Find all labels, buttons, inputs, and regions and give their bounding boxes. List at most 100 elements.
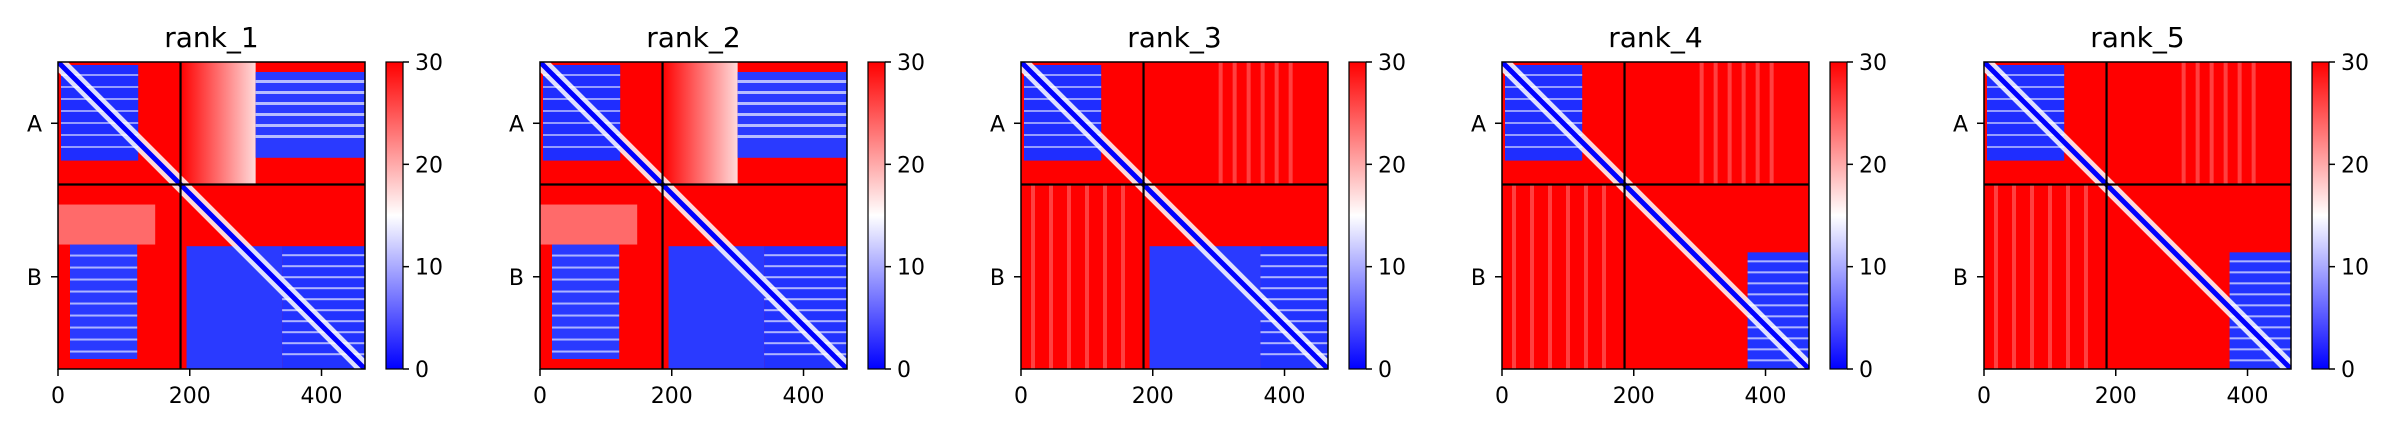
axes-frame [57, 61, 366, 370]
stripe [764, 298, 847, 301]
colorbar-tick-label: 10 [897, 256, 925, 281]
stripe [1260, 276, 1328, 279]
colorbar-tick-label: 30 [415, 51, 443, 76]
panel-rank_5: rank_5 0 200 400 A B 0 10 20 30 [1953, 21, 2369, 409]
colorbar-tick-label: 0 [1378, 358, 1392, 383]
stripe [1085, 184, 1089, 369]
stripe [1747, 293, 1809, 296]
stripe [552, 266, 620, 269]
chart-title: rank_2 [646, 21, 740, 54]
stripe [1024, 74, 1102, 76]
stripe [61, 146, 139, 148]
stripe [1505, 134, 1583, 136]
stripe [1741, 62, 1746, 185]
stripe [737, 113, 847, 116]
stripe [2066, 184, 2070, 369]
stripe [764, 254, 847, 257]
x-tick-label: 400 [1264, 384, 1306, 409]
stripe [2209, 62, 2214, 185]
stripe [1505, 122, 1583, 124]
x-tick-label: 400 [1745, 384, 1787, 409]
colorbar-tick-label: 10 [1859, 256, 1887, 281]
stripe [282, 254, 365, 257]
stripe [552, 350, 620, 353]
stripe [61, 86, 139, 88]
x-tick-label: 0 [1495, 384, 1509, 409]
x-tick-label: 0 [533, 384, 547, 409]
colorbar-tick-label: 30 [2341, 51, 2369, 76]
stripe [2229, 282, 2291, 285]
stripe [2048, 184, 2052, 369]
stripe [1548, 184, 1552, 369]
stripe [764, 353, 847, 356]
diagonal [1021, 62, 1328, 369]
block-ab-fade [180, 62, 256, 185]
diagonal [1984, 62, 2291, 369]
stripe [282, 353, 365, 356]
stripe [61, 122, 139, 124]
stripe [255, 124, 365, 127]
stripe [1747, 304, 1809, 307]
stripe [552, 314, 620, 317]
x-tick-label: 200 [651, 384, 693, 409]
stripe [2084, 184, 2088, 369]
block-ba [552, 244, 620, 359]
block-ba-fade [58, 204, 156, 245]
colorbar-tick-label: 30 [1859, 51, 1887, 76]
stripe [1602, 184, 1606, 369]
stripe [1530, 184, 1534, 369]
stripe [1232, 62, 1237, 185]
stripe [1274, 62, 1279, 185]
stripe [70, 314, 138, 317]
stripe [764, 309, 847, 312]
x-tick-label: 400 [301, 384, 343, 409]
stripe [1260, 62, 1265, 185]
colorbar-tick-label: 0 [415, 358, 429, 383]
stripe [255, 102, 365, 105]
stripe [1260, 309, 1328, 312]
stripe [1260, 320, 1328, 323]
stripe [737, 80, 847, 83]
stripe [1024, 86, 1102, 88]
x-tick-label: 200 [1613, 384, 1655, 409]
stripe [282, 309, 365, 312]
panel-rank_1: rank_1 0 200 400 A B 0 10 20 30 [27, 21, 443, 409]
chart-title: rank_5 [2090, 21, 2184, 54]
stripe [1994, 184, 1998, 369]
stripe [1747, 271, 1809, 274]
stripe [2012, 184, 2016, 369]
stripe [1584, 184, 1588, 369]
stripe [1260, 353, 1328, 356]
stripe [737, 102, 847, 105]
stripe [282, 276, 365, 279]
axes-frame [539, 61, 848, 370]
colorbar-tick-label: 30 [1378, 51, 1406, 76]
stripe [70, 350, 138, 353]
axes-frame [1983, 61, 2292, 370]
stripe [1505, 86, 1583, 88]
colorbar-tick-label: 30 [897, 51, 925, 76]
x-tick-label: 200 [169, 384, 211, 409]
stripe [1727, 62, 1732, 185]
y-tick-label: A [990, 112, 1005, 137]
panel-rank_4: rank_4 0 200 400 A B 0 10 20 30 [1471, 21, 1887, 409]
y-tick-label: B [990, 266, 1005, 291]
stripe [1747, 326, 1809, 329]
stripe [552, 302, 620, 305]
stripe [2229, 293, 2291, 296]
chart-title: rank_1 [164, 21, 258, 54]
colorbar-tick-label: 20 [897, 153, 925, 178]
heatmap [540, 62, 847, 369]
stripe [2237, 62, 2242, 185]
stripe [543, 86, 621, 88]
stripe [70, 302, 138, 305]
chart-title: rank_4 [1608, 21, 1702, 54]
colorbar-tick-label: 10 [415, 256, 443, 281]
stripe [2229, 359, 2291, 362]
stripe [2229, 260, 2291, 263]
stripe [764, 342, 847, 345]
y-tick-label: B [509, 266, 524, 291]
stripe [2030, 184, 2034, 369]
stripe [2229, 315, 2291, 318]
